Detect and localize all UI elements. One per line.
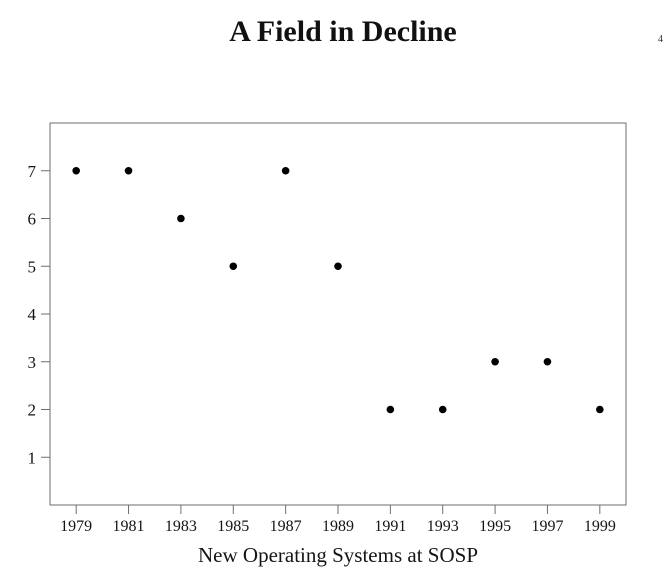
- y-tick-label: 6: [28, 210, 37, 229]
- x-axis-label: New Operating Systems at SOSP: [198, 543, 478, 567]
- data-point: [281, 166, 290, 175]
- x-tick-label: 1995: [479, 518, 511, 535]
- data-point: [438, 405, 447, 414]
- chart-title: A Field in Decline: [229, 15, 457, 48]
- x-tick-label: 1993: [427, 518, 459, 535]
- data-point: [596, 405, 604, 414]
- x-tick-label: 1979: [60, 518, 92, 535]
- data-point: [124, 166, 133, 175]
- x-tick-label: 1997: [531, 518, 563, 535]
- x-tick-label: 1983: [165, 518, 197, 535]
- data-point: [334, 262, 342, 271]
- data-point: [543, 357, 552, 366]
- x-tick-label: 1991: [374, 518, 406, 535]
- y-tick-label: 1: [28, 448, 37, 467]
- data-point: [229, 262, 238, 271]
- y-tick-label: 3: [28, 353, 37, 372]
- x-tick-label: 1987: [270, 518, 302, 535]
- plot-frame: [49, 122, 627, 506]
- y-tick-label: 5: [28, 257, 37, 276]
- y-tick-label: 2: [28, 401, 37, 420]
- x-tick-label: 1999: [584, 518, 616, 535]
- x-tick-label: 1981: [113, 518, 145, 535]
- data-point: [177, 214, 185, 223]
- y-tick-label: 4: [28, 305, 37, 324]
- slide-number: 4: [658, 34, 663, 45]
- x-tick-label: 1989: [322, 518, 354, 535]
- x-tick-label: 1985: [217, 518, 249, 535]
- data-point: [491, 357, 499, 366]
- y-tick-label: 7: [28, 162, 37, 181]
- data-point: [72, 166, 80, 175]
- data-point: [386, 405, 395, 414]
